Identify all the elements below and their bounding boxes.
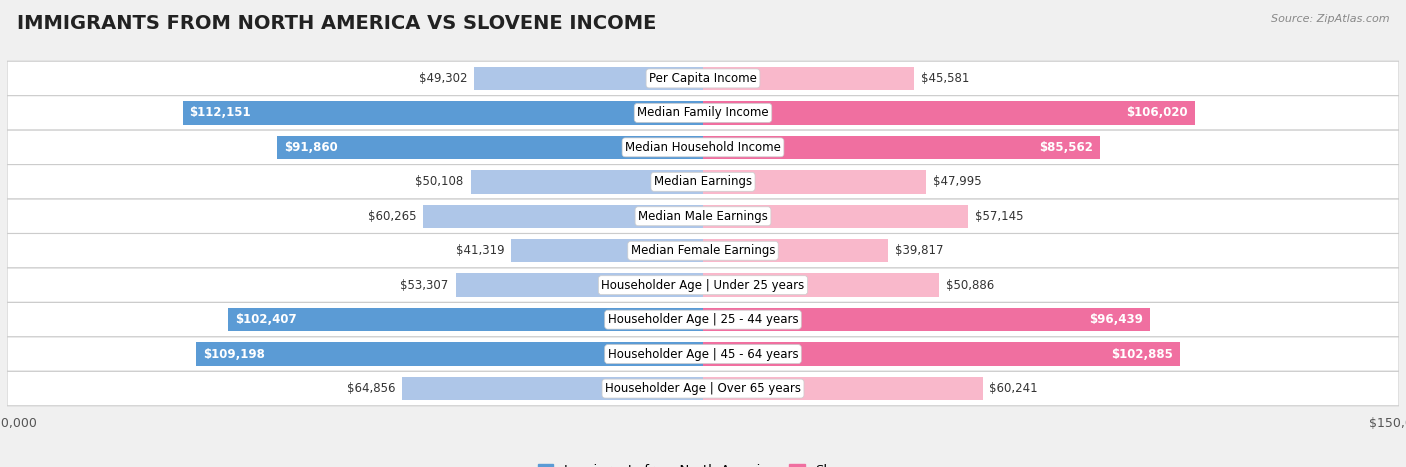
FancyBboxPatch shape [7,199,1399,234]
Bar [277,135,703,159]
Text: $109,198: $109,198 [204,347,266,361]
FancyBboxPatch shape [7,234,1399,268]
Text: Householder Age | Over 65 years: Householder Age | Over 65 years [605,382,801,395]
FancyBboxPatch shape [7,96,1399,130]
Text: Median Male Earnings: Median Male Earnings [638,210,768,223]
Bar [512,239,703,262]
Text: $102,407: $102,407 [235,313,297,326]
Text: $41,319: $41,319 [456,244,505,257]
Text: Source: ZipAtlas.com: Source: ZipAtlas.com [1271,14,1389,24]
Text: $45,581: $45,581 [921,72,970,85]
Text: $47,995: $47,995 [932,175,981,188]
Bar [703,135,1099,159]
Text: $50,886: $50,886 [946,279,994,292]
FancyBboxPatch shape [7,268,1399,303]
Bar [703,342,1181,366]
Text: $60,241: $60,241 [990,382,1038,395]
Text: Householder Age | 25 - 44 years: Householder Age | 25 - 44 years [607,313,799,326]
FancyBboxPatch shape [7,337,1399,371]
Bar [183,101,703,125]
Bar [471,170,703,193]
Bar [228,308,703,332]
Bar [703,274,939,297]
FancyBboxPatch shape [7,371,1399,406]
Text: $91,860: $91,860 [284,141,337,154]
Text: $49,302: $49,302 [419,72,467,85]
Bar [197,342,703,366]
Text: Householder Age | 45 - 64 years: Householder Age | 45 - 64 years [607,347,799,361]
Text: IMMIGRANTS FROM NORTH AMERICA VS SLOVENE INCOME: IMMIGRANTS FROM NORTH AMERICA VS SLOVENE… [17,14,657,33]
Bar [402,377,703,400]
Text: Median Family Income: Median Family Income [637,106,769,120]
Text: Median Household Income: Median Household Income [626,141,780,154]
Text: $96,439: $96,439 [1090,313,1143,326]
Text: Median Earnings: Median Earnings [654,175,752,188]
Bar [703,170,925,193]
Text: Per Capita Income: Per Capita Income [650,72,756,85]
Text: Householder Age | Under 25 years: Householder Age | Under 25 years [602,279,804,292]
Bar [423,205,703,228]
Text: $85,562: $85,562 [1039,141,1092,154]
FancyBboxPatch shape [7,61,1399,96]
Text: $57,145: $57,145 [976,210,1024,223]
Bar [703,308,1150,332]
Text: $39,817: $39,817 [894,244,943,257]
Bar [703,101,1195,125]
Bar [703,377,983,400]
Text: $64,856: $64,856 [347,382,395,395]
Bar [703,205,969,228]
Text: $50,108: $50,108 [415,175,464,188]
Bar [474,67,703,90]
Text: $60,265: $60,265 [368,210,416,223]
Text: $53,307: $53,307 [401,279,449,292]
Bar [703,239,887,262]
Bar [456,274,703,297]
FancyBboxPatch shape [7,130,1399,164]
Text: $102,885: $102,885 [1112,347,1174,361]
FancyBboxPatch shape [7,303,1399,337]
Text: Median Female Earnings: Median Female Earnings [631,244,775,257]
Text: $106,020: $106,020 [1126,106,1188,120]
FancyBboxPatch shape [7,164,1399,199]
Legend: Immigrants from North America, Slovene: Immigrants from North America, Slovene [533,459,873,467]
Bar [703,67,914,90]
Text: $112,151: $112,151 [190,106,252,120]
